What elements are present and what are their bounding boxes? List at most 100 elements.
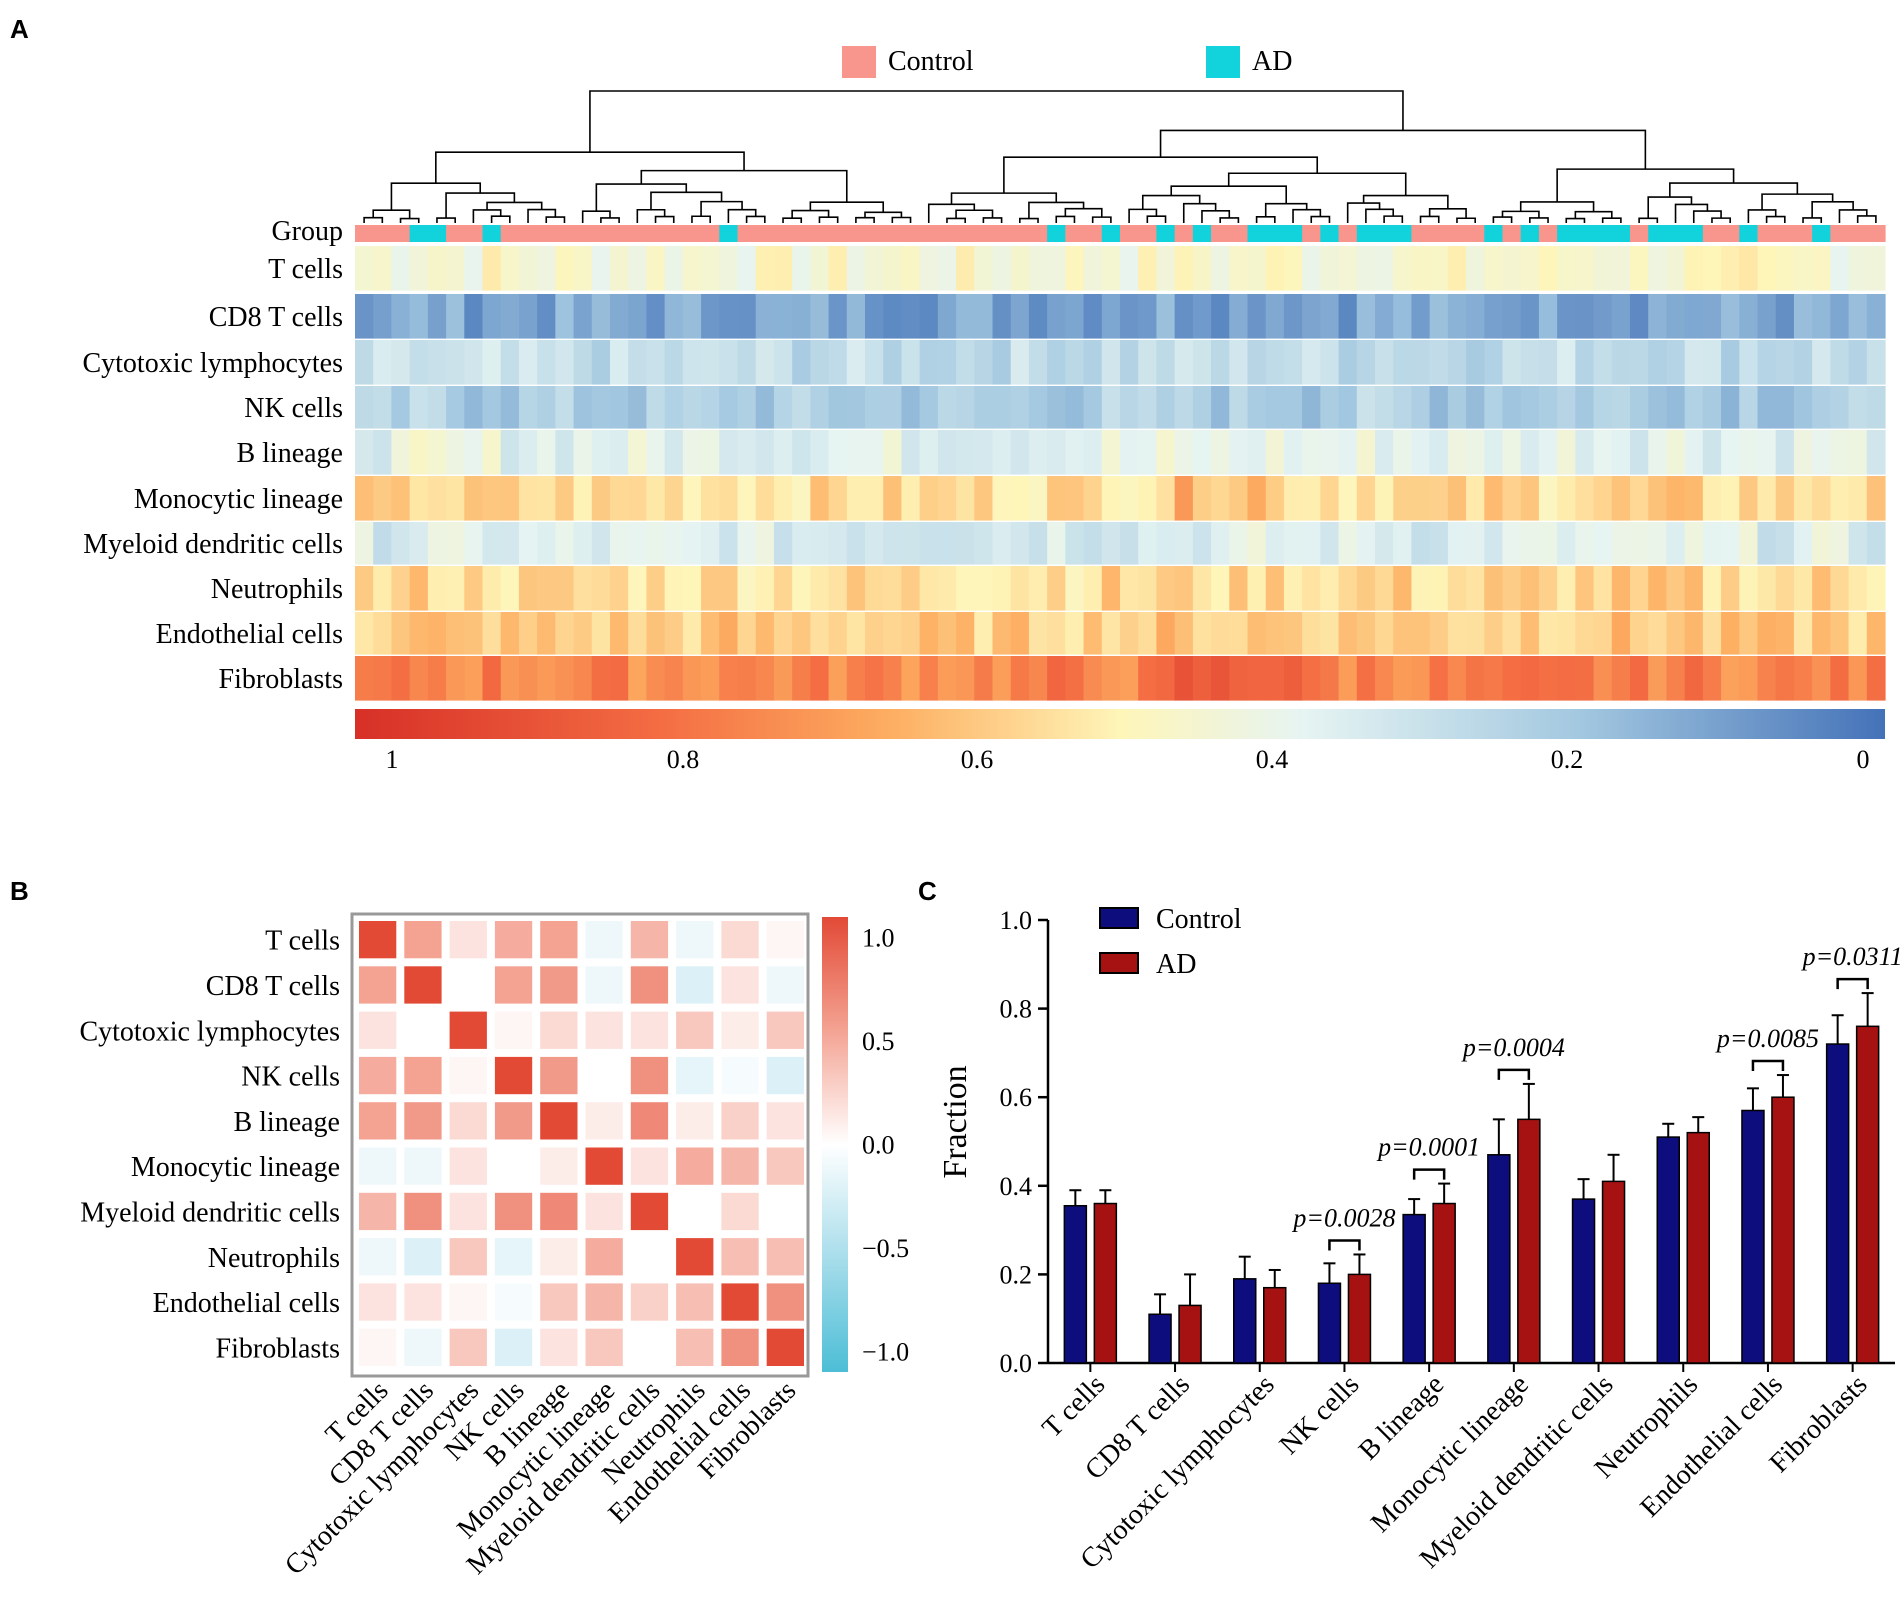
heatmap-cell [1812,430,1831,475]
heatmap-cell [1265,656,1285,701]
heatmap-cell [573,522,593,565]
correlation-cell [494,966,533,1004]
correlation-cell [359,1192,397,1231]
heatmap-cell [1010,612,1030,655]
heatmap-cell [1393,340,1413,385]
heatmap-cell [1320,340,1340,385]
heatmap-row-labels: T cells CD8 T cells Cytotoxic lymphocytes N… [82,254,343,695]
heatmap-cell [1721,246,1740,291]
correlation-cell [766,921,804,959]
heatmap-cell [1028,246,1048,291]
heatmap-cell [1356,656,1376,701]
heatmap-cell [1830,612,1850,655]
heatmap-cell [1557,386,1576,429]
correlation-cell [630,1283,669,1321]
heatmap-cell [1848,522,1868,565]
heatmap-cell [500,430,520,475]
heatmap-cell [1466,566,1485,611]
heatmap-cell [1848,612,1868,655]
heatmap-cell [1866,386,1886,429]
heatmap-cell [1557,476,1576,521]
heatmap-cell [518,566,538,611]
heatmap-cell [846,246,866,291]
significance-bracket [1497,1068,1531,1080]
heatmap-cell [1721,612,1740,655]
heatmap-cell [1630,476,1649,521]
heatmap-cell [1702,430,1722,475]
correlation-cell [676,921,714,959]
group-cell [956,225,975,242]
heatmap-cell [1375,340,1394,385]
correlation-cell [585,1192,623,1231]
heatmap-cell [427,430,447,475]
group-cell [355,225,374,242]
group-cell [773,225,793,242]
group-cell [1265,225,1285,242]
heatmap-cell [409,430,429,475]
heatmap-cell [846,386,866,429]
heatmap-cell [518,430,538,475]
heatmap-cell [1065,566,1085,611]
correlation-cell [540,1238,578,1276]
correlation-cell [494,1328,533,1366]
heatmap-cell [409,340,429,385]
dendrogram-branch [855,216,875,223]
heatmap-cell [1866,612,1886,655]
correlation-cell [585,1102,623,1140]
group-cell [1830,225,1850,242]
dendrogram-branch [727,208,757,223]
correlation-cell [721,966,759,1004]
legend-control-swatch [842,46,876,78]
heatmap-cell [919,430,939,475]
dendrogram-branch [363,216,384,223]
correlation-colorbar-tick: 1.0 [862,924,895,953]
heatmap-cell [1757,386,1777,429]
heatmap-cell [1320,612,1340,655]
correlation-cell [766,1147,804,1185]
correlation-frame [350,912,810,1378]
heatmap-row-label: Monocytic lineage [134,484,343,515]
heatmap-cell [1830,386,1850,429]
heatmap-cell [865,612,884,655]
heatmap-cell [1684,294,1704,339]
heatmap-cell [1101,566,1121,611]
heatmap-cell [373,566,393,611]
heatmap-cell [1393,476,1413,521]
heatmap-cell [1721,656,1740,701]
heatmap-cell [1156,566,1176,611]
dendrogram-branch [1492,216,1513,223]
correlation-row-label: Myeloid dendritic cells [80,1197,340,1228]
group-cell [1174,225,1194,242]
heatmap-cell [846,340,866,385]
heatmap-cell [883,430,903,475]
correlation-cell [676,1011,714,1049]
group-cell [446,225,465,242]
heatmap-cell [1265,340,1285,385]
heatmap-cell [1429,246,1449,291]
group-cell [1848,225,1868,242]
heatmap-cell [1466,656,1485,701]
group-cell [883,225,903,242]
heatmap-cell [518,656,538,701]
correlation-cell [721,1102,759,1140]
heatmap-cell [1557,430,1576,475]
heatmap-cell [865,430,884,475]
dendrogram-branch [545,216,566,223]
dendrogram-branch [1182,202,1217,223]
heatmap-cell [373,522,393,565]
colorbar-gradient [355,709,1885,739]
heatmap-cell [1739,476,1759,521]
heatmap-cell [719,246,739,291]
heatmap-cell [974,246,994,291]
heatmap-cell [537,566,556,611]
significance-annotations: p=0.0028 p=0.0001 p=0.0004 p=0.0085 p=0.0311 [1291,942,1903,1251]
correlation-cell [494,921,533,959]
heatmap-row-label: CD8 T cells [209,302,343,333]
dendrogram-branch [818,216,839,223]
heatmap-cell [1156,340,1176,385]
dendrogram-branch [1802,217,1823,223]
heatmap-cell [664,340,684,385]
correlation-cell [585,966,623,1004]
heatmap-cell [1447,476,1467,521]
